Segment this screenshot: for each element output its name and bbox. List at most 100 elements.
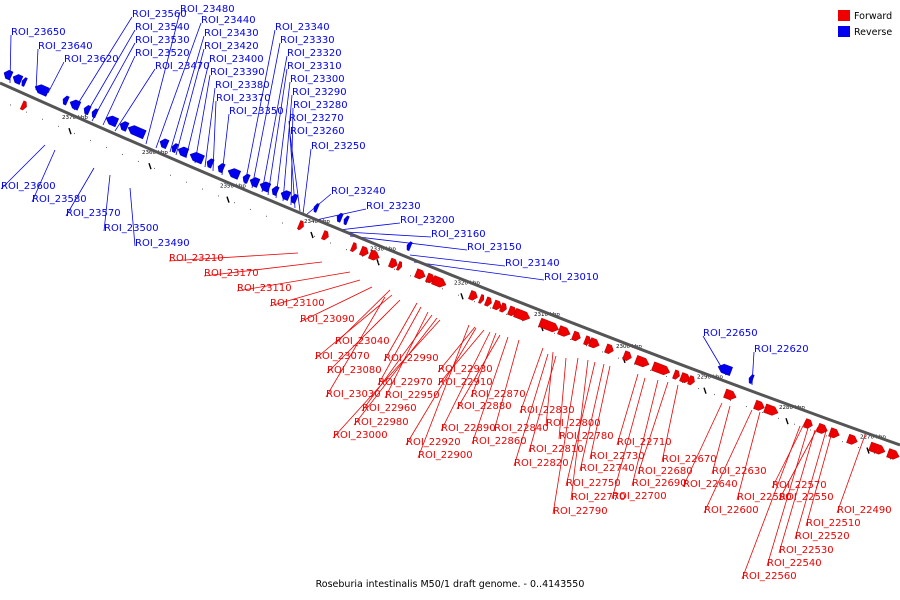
scale-minor-tick [874, 452, 875, 454]
forward-gene-arrow [571, 330, 581, 342]
forward-gene-arrow [557, 325, 571, 337]
reverse-feature-label: ROI_23540 [135, 22, 190, 33]
leader-line [103, 174, 111, 232]
forward-gene-arrow [478, 294, 484, 304]
leader-line [766, 427, 809, 567]
reverse-feature-label: ROI_23370 [216, 93, 271, 104]
forward-gene-arrow [828, 427, 840, 439]
scale-minor-tick [218, 195, 219, 197]
forward-gene-arrow [513, 307, 531, 321]
reverse-gene-arrow [242, 173, 251, 184]
leader-line [493, 339, 520, 432]
scale-minor-tick [778, 417, 779, 419]
leader-line [31, 149, 56, 203]
forward-feature-label: ROI_23100 [270, 298, 325, 309]
reverse-gene-arrow [271, 185, 280, 196]
forward-gene-arrow [622, 350, 632, 361]
forward-feature-label: ROI_22490 [837, 505, 892, 516]
forward-gene-arrow [588, 337, 600, 349]
scale-minor-tick [570, 339, 571, 341]
forward-gene-arrow [321, 230, 329, 241]
forward-feature-label: ROI_22860 [472, 436, 527, 447]
reverse-gene-arrow [127, 125, 147, 140]
forward-feature-label: ROI_22880 [457, 401, 512, 412]
reverse-gene-arrow [259, 181, 272, 193]
scale-minor-tick [74, 132, 75, 134]
forward-feature-label: ROI_22530 [779, 545, 834, 556]
forward-gene-arrow [846, 433, 858, 445]
leader-line [338, 222, 401, 231]
forward-gene-arrow [679, 372, 691, 384]
reverse-feature-label: ROI_23240 [331, 186, 386, 197]
reverse-feature-label: ROI_23650 [11, 27, 66, 38]
leader-line [91, 42, 136, 122]
leader-line [409, 254, 506, 267]
forward-feature-label: ROI_22520 [795, 531, 850, 542]
leader-line [545, 351, 554, 427]
leader-line [194, 74, 211, 164]
reverse-feature-label: ROI_22650 [703, 328, 758, 339]
scale-tick [460, 293, 464, 300]
scale-minor-tick [26, 111, 27, 113]
forward-feature-label: ROI_22930 [438, 364, 493, 375]
scale-minor-tick [538, 326, 539, 328]
forward-gene-arrow [507, 305, 517, 317]
forward-feature-label: ROI_22600 [704, 505, 759, 516]
forward-gene-arrow [414, 268, 426, 280]
forward-feature-label: ROI_22840 [494, 423, 549, 434]
forward-feature-label: ROI_22540 [767, 558, 822, 569]
scale-minor-tick [362, 255, 363, 257]
reverse-feature-label: ROI_23330 [280, 35, 335, 46]
leader-line [471, 336, 509, 445]
scale-tick-label: 2310 kbp [534, 312, 560, 318]
leader-line [251, 42, 281, 189]
forward-gene-arrow [886, 448, 900, 460]
reverse-feature-label: ROI_23010 [544, 272, 599, 283]
forward-gene-arrow [297, 220, 304, 231]
forward-gene-arrow [359, 245, 369, 257]
leader-line [73, 16, 133, 111]
leader-line [114, 68, 156, 132]
leader-line [353, 317, 438, 426]
scale-minor-tick [714, 394, 715, 396]
forward-gene-arrow [350, 242, 357, 253]
leader-line [314, 294, 393, 360]
reverse-feature-label: ROI_23490 [135, 238, 190, 249]
reverse-gene-arrow [336, 212, 344, 223]
gene-features [3, 69, 900, 460]
forward-feature-label: ROI_23090 [300, 314, 355, 325]
scale-minor-tick [250, 208, 251, 210]
scale-minor-tick [682, 382, 683, 384]
leader-line [282, 94, 293, 202]
scale-tick-label: 2280 kbp [779, 405, 805, 411]
scale-minor-tick [794, 423, 795, 425]
map-caption: Roseburia intestinalis M50/1 draft genom… [316, 579, 585, 590]
scale-minor-tick [58, 125, 59, 127]
reverse-feature-label: ROI_23290 [292, 87, 347, 98]
scale-minor-tick [378, 262, 379, 264]
scale-tick [68, 127, 72, 135]
leader-line [65, 167, 95, 217]
reverse-gene-arrow [3, 69, 14, 81]
forward-gene-arrow [484, 296, 492, 307]
scale-minor-tick [42, 118, 43, 120]
scale-minor-tick [762, 411, 763, 413]
scale-minor-tick [746, 406, 747, 408]
scale-minor-tick [826, 435, 827, 437]
reverse-feature-label: ROI_23500 [104, 223, 159, 234]
scale-minor-tick [202, 188, 203, 190]
leader-line [269, 279, 361, 307]
scale-minor-tick [506, 313, 507, 315]
forward-gene-arrow [634, 355, 650, 368]
scale-minor-tick [106, 146, 107, 148]
leader-line [47, 61, 65, 94]
reverse-feature-label: ROI_23280 [293, 100, 348, 111]
forward-gene-arrow [803, 418, 813, 429]
scale-minor-tick [442, 288, 443, 290]
forward-gene-arrow [388, 257, 398, 269]
forward-gene-arrow [492, 299, 502, 311]
scale-minor-tick [186, 181, 187, 183]
forward-gene-arrow [499, 302, 507, 313]
reverse-feature-label: ROI_23310 [287, 61, 342, 72]
